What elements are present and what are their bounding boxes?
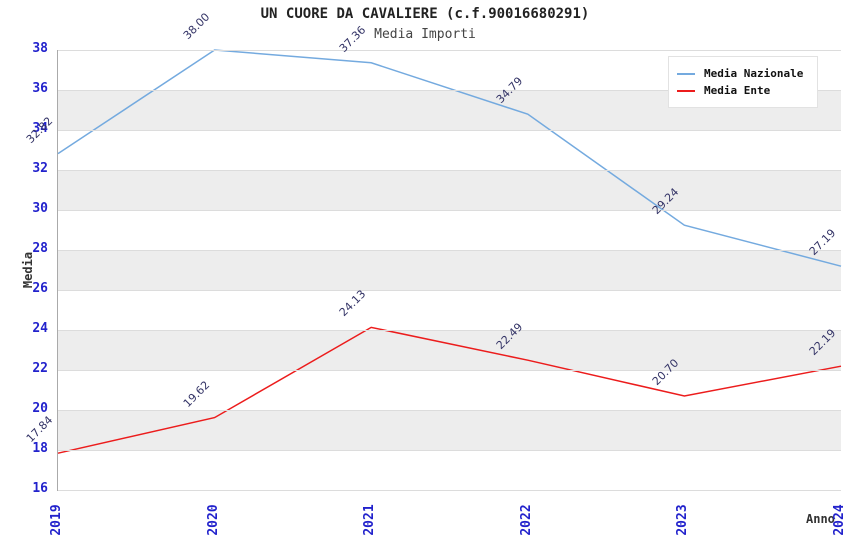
y-tick-label: 20 xyxy=(32,401,48,416)
y-tick-label: 38 xyxy=(32,41,48,56)
gridline xyxy=(58,130,841,131)
y-tick-label: 18 xyxy=(32,441,48,456)
y-tick-label: 24 xyxy=(32,321,48,336)
x-tick-label: 2022 xyxy=(518,504,534,536)
gridline xyxy=(58,210,841,211)
x-tick-label: 2024 xyxy=(832,504,847,536)
legend-label-nazionale: Media Nazionale xyxy=(704,67,804,80)
chart-title: UN CUORE DA CAVALIERE (c.f.90016680291) xyxy=(260,6,590,22)
gridline xyxy=(58,50,841,51)
line-series-svg xyxy=(57,49,842,454)
gridline xyxy=(58,490,841,491)
gridline xyxy=(58,90,841,91)
series-line-1 xyxy=(57,326,842,454)
x-tick-label: 2023 xyxy=(675,504,691,536)
x-tick-label: 2019 xyxy=(49,504,64,536)
legend-line-swatch-ente xyxy=(677,89,695,92)
legend-entry-media-ente: Media Ente xyxy=(677,83,817,98)
x-tick-label: 2020 xyxy=(205,504,221,536)
y-tick-label: 28 xyxy=(32,241,48,256)
gridline xyxy=(58,250,841,251)
legend: Media Nazionale Media Ente xyxy=(668,56,818,108)
x-axis-title: Anno xyxy=(806,512,835,526)
plot-area xyxy=(57,49,842,491)
gridline xyxy=(58,410,841,411)
gridline xyxy=(58,170,841,171)
legend-entry-media-nazionale: Media Nazionale xyxy=(677,66,817,81)
y-tick-label: 36 xyxy=(32,81,48,96)
gridline xyxy=(58,330,841,331)
y-tick-label: 30 xyxy=(32,201,48,216)
y-tick-label: 26 xyxy=(32,281,48,296)
x-tick-label: 2021 xyxy=(362,504,378,536)
y-tick-label: 34 xyxy=(32,121,48,136)
legend-label-ente: Media Ente xyxy=(704,84,771,97)
gridline xyxy=(58,290,841,291)
gridline xyxy=(58,370,841,371)
series-line-0 xyxy=(57,49,842,267)
y-tick-label: 32 xyxy=(32,161,48,176)
gridline xyxy=(58,450,841,451)
y-tick-label: 16 xyxy=(32,481,48,496)
y-axis-title: Media xyxy=(21,251,35,289)
legend-line-swatch-nazionale xyxy=(677,72,695,75)
chart-subtitle: Media Importi xyxy=(374,27,476,42)
y-tick-label: 22 xyxy=(32,361,48,376)
